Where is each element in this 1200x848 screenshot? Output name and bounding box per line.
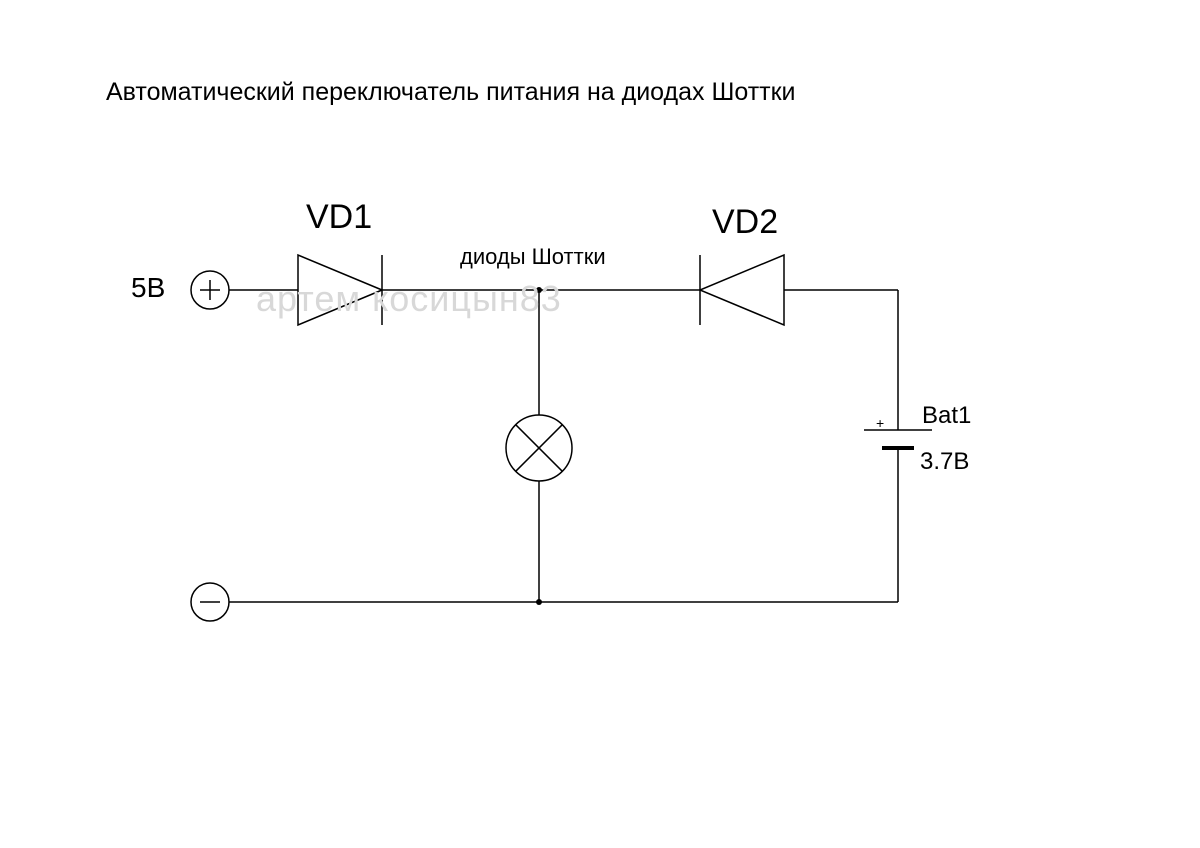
diode-vd2-icon [700,255,784,325]
label-schottky: диоды Шоттки [460,244,606,270]
watermark-text: артем косицын83 [256,278,562,320]
label-bat1: Bat1 [922,402,971,430]
junction-node-bottom [536,599,542,605]
label-vd2: VD2 [712,203,778,242]
lamp-icon [506,415,572,481]
label-bat-plus: + [876,415,884,431]
battery-icon [864,430,932,448]
circuit-schematic [0,0,1200,848]
label-5v: 5В [131,272,165,304]
label-vd1: VD1 [306,198,372,237]
schematic-title: Автоматический переключатель питания на … [106,78,796,107]
label-bat-voltage: 3.7В [920,448,969,476]
